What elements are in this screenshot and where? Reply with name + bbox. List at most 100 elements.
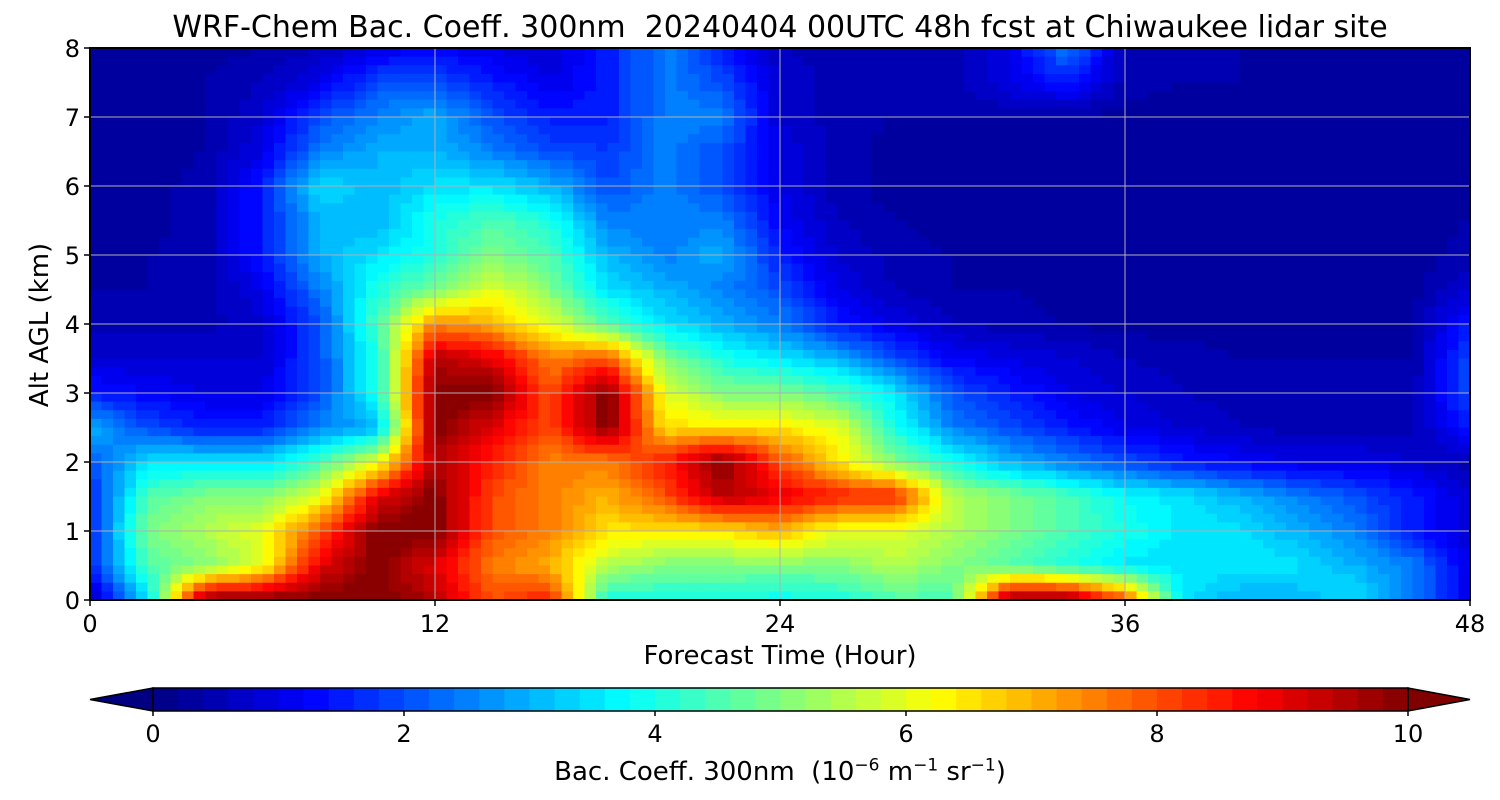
heatmap-cell [239,367,252,377]
heatmap-cell [964,186,977,196]
heatmap-cell [607,229,620,239]
heatmap-cell [768,229,781,239]
heatmap-cell [400,255,413,265]
heatmap-cell [837,367,850,377]
heatmap-cell [1435,229,1448,239]
heatmap-cell [251,168,264,178]
heatmap-cell [481,211,494,222]
heatmap-cell [952,160,965,170]
heatmap-cell [826,246,839,256]
heatmap-cell [1389,99,1402,109]
heatmap-cell [320,117,333,127]
heatmap-cell [1159,160,1172,170]
heatmap-cell [1171,65,1184,75]
heatmap-cell [722,211,735,222]
heatmap-cell [1205,117,1218,127]
heatmap-cell [1263,263,1276,273]
heatmap-cell [1228,298,1241,308]
heatmap-cell [929,211,942,222]
heatmap-cell [1401,65,1414,75]
heatmap-cell [665,186,678,196]
heatmap-cell [1102,289,1115,299]
heatmap-cell [768,401,781,411]
heatmap-cell [814,160,827,170]
heatmap-cell [803,125,816,135]
heatmap-cell [768,91,781,101]
heatmap-cell [1355,349,1368,360]
heatmap-cell [1102,315,1115,325]
heatmap-cell [642,117,655,127]
heatmap-cell [113,306,126,316]
heatmap-cell [964,246,977,256]
heatmap-cell [239,349,252,360]
heatmap-cell [1412,203,1425,213]
heatmap-cell [400,237,413,247]
heatmap-cell [734,177,747,187]
heatmap-cell [412,384,425,394]
heatmap-cell [1044,160,1057,170]
heatmap-cell [906,341,919,351]
heatmap-cell [262,358,275,368]
heatmap-cell [745,117,758,127]
heatmap-cell [895,332,908,342]
heatmap-cell [895,177,908,187]
heatmap-cell [1343,99,1356,109]
heatmap-cell [975,272,988,282]
heatmap-cell [251,384,264,394]
heatmap-cell [377,99,390,109]
heatmap-cell [297,142,310,153]
heatmap-cell [423,134,436,144]
heatmap-cell [883,393,896,403]
heatmap-cell [780,186,793,196]
heatmap-cell [722,349,735,360]
heatmap-cell [1320,332,1333,342]
heatmap-cell [423,151,436,161]
heatmap-cell [239,108,252,118]
heatmap-cell [1366,289,1379,299]
heatmap-cell [389,168,402,178]
heatmap-cell [1044,272,1057,282]
heatmap-cell [504,177,517,187]
heatmap-cell [975,168,988,178]
heatmap-cell [1159,315,1172,325]
heatmap-cell [1102,91,1115,101]
heatmap-cell [1332,358,1345,368]
heatmap-cell [665,91,678,101]
heatmap-cell [90,142,103,153]
heatmap-cell [492,393,505,403]
heatmap-cell [987,160,1000,170]
heatmap-cell [964,237,977,247]
heatmap-cell [1182,384,1195,394]
heatmap-cell [1412,393,1425,403]
heatmap-cell [826,211,839,222]
heatmap-cell [343,56,356,66]
heatmap-cell [101,160,114,170]
heatmap-cell [354,315,367,325]
heatmap-cell [814,367,827,377]
heatmap-cell [216,272,229,282]
heatmap-cell [883,229,896,239]
heatmap-cell [768,186,781,196]
heatmap-cell [1447,168,1460,178]
heatmap-cell [1355,134,1368,144]
heatmap-cell [561,289,574,299]
heatmap-cell [688,142,701,153]
heatmap-cell [1447,211,1460,222]
heatmap-cell [1355,91,1368,101]
heatmap-cell [883,211,896,222]
heatmap-cell [688,401,701,411]
heatmap-cell [1033,99,1046,109]
heatmap-cell [734,142,747,153]
heatmap-cell [1447,384,1460,394]
heatmap-cell [1217,151,1230,161]
heatmap-cell [251,229,264,239]
heatmap-cell [469,108,482,118]
heatmap-cell [573,186,586,196]
heatmap-cell [561,177,574,187]
heatmap-cell [941,401,954,411]
heatmap-cell [791,134,804,144]
heatmap-cell [1274,203,1287,213]
heatmap-cell [1251,255,1264,265]
heatmap-cell [768,48,781,58]
heatmap-cell [630,237,643,247]
